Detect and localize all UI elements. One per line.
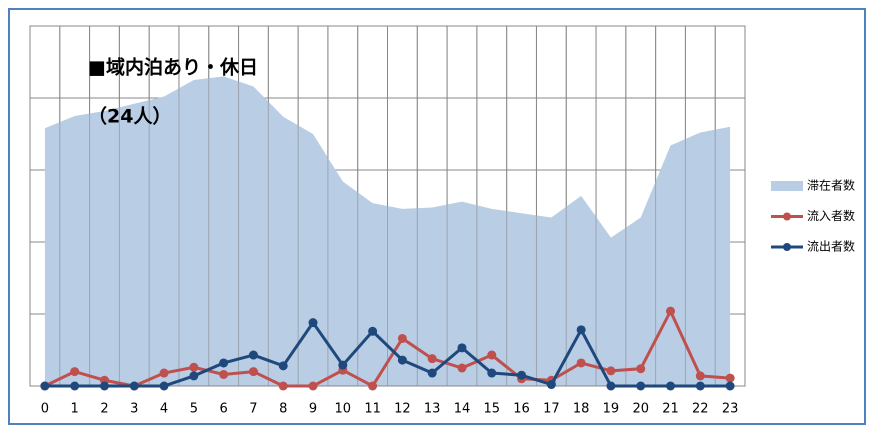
chart-subtitle: （24人） (88, 105, 171, 128)
x-tick-label: 4 (160, 402, 168, 417)
point (248, 350, 258, 360)
x-tick-label: 19 (603, 402, 620, 417)
x-tick-label: 2 (100, 402, 108, 417)
point (517, 370, 527, 380)
x-tick-label: 10 (335, 402, 352, 417)
legend-label: 流入者数 (807, 208, 855, 223)
point (248, 367, 258, 377)
point (129, 381, 139, 391)
point (457, 343, 467, 353)
point (368, 381, 378, 391)
point (695, 371, 705, 381)
x-tick-label: 9 (309, 402, 317, 417)
chart-title: ■域内泊あり・休日 (88, 56, 258, 79)
x-tick-label: 7 (249, 402, 257, 417)
x-tick-label: 14 (454, 402, 471, 417)
x-tick-label: 5 (190, 402, 198, 417)
point (427, 368, 437, 378)
x-tick-label: 6 (220, 402, 228, 417)
point (189, 362, 199, 372)
x-tick-label: 11 (364, 402, 381, 417)
point (338, 360, 348, 370)
x-tick-label: 21 (662, 402, 679, 417)
legend-swatch (771, 181, 803, 191)
line (44, 307, 731, 388)
legend-label: 流出者数 (807, 239, 855, 254)
point (606, 366, 616, 376)
x-tick-label: 1 (71, 402, 79, 417)
x-tick-label: 13 (424, 402, 441, 417)
point (397, 333, 407, 343)
point (70, 367, 80, 377)
point (40, 381, 50, 391)
point (368, 326, 378, 336)
point (636, 364, 646, 374)
point (695, 381, 705, 391)
point (666, 306, 676, 316)
legend-swatch (783, 243, 791, 251)
point (636, 381, 646, 391)
point (725, 381, 735, 391)
point (159, 381, 169, 391)
point (457, 363, 467, 373)
point (278, 361, 288, 371)
point (487, 350, 497, 360)
x-tick-label: 16 (513, 402, 530, 417)
x-tick-label: 12 (394, 402, 411, 417)
point (397, 355, 407, 365)
point (666, 381, 676, 391)
legend-label: 滞在者数 (807, 178, 855, 193)
point (308, 381, 318, 391)
line (44, 320, 731, 388)
point (189, 371, 199, 381)
x-tick-label: 0 (41, 402, 49, 417)
x-tick-label: 18 (573, 402, 590, 417)
x-tick-label: 22 (692, 402, 709, 417)
point (278, 381, 288, 391)
legend-swatch (783, 212, 791, 221)
point (219, 369, 229, 379)
x-tick-label: 3 (130, 402, 138, 417)
point (99, 381, 109, 391)
point (725, 373, 735, 383)
point (576, 358, 586, 368)
point (546, 380, 556, 390)
point (606, 381, 616, 391)
point (576, 325, 586, 335)
x-tick-label: 20 (632, 402, 649, 417)
point (159, 368, 169, 378)
x-tick-label: 23 (722, 402, 739, 417)
point (219, 358, 229, 368)
point (308, 318, 318, 328)
point (487, 368, 497, 378)
x-tick-label: 17 (543, 402, 560, 417)
x-tick-label: 8 (279, 402, 287, 417)
x-tick-label: 15 (483, 402, 500, 417)
point (427, 354, 437, 364)
point (70, 381, 80, 391)
